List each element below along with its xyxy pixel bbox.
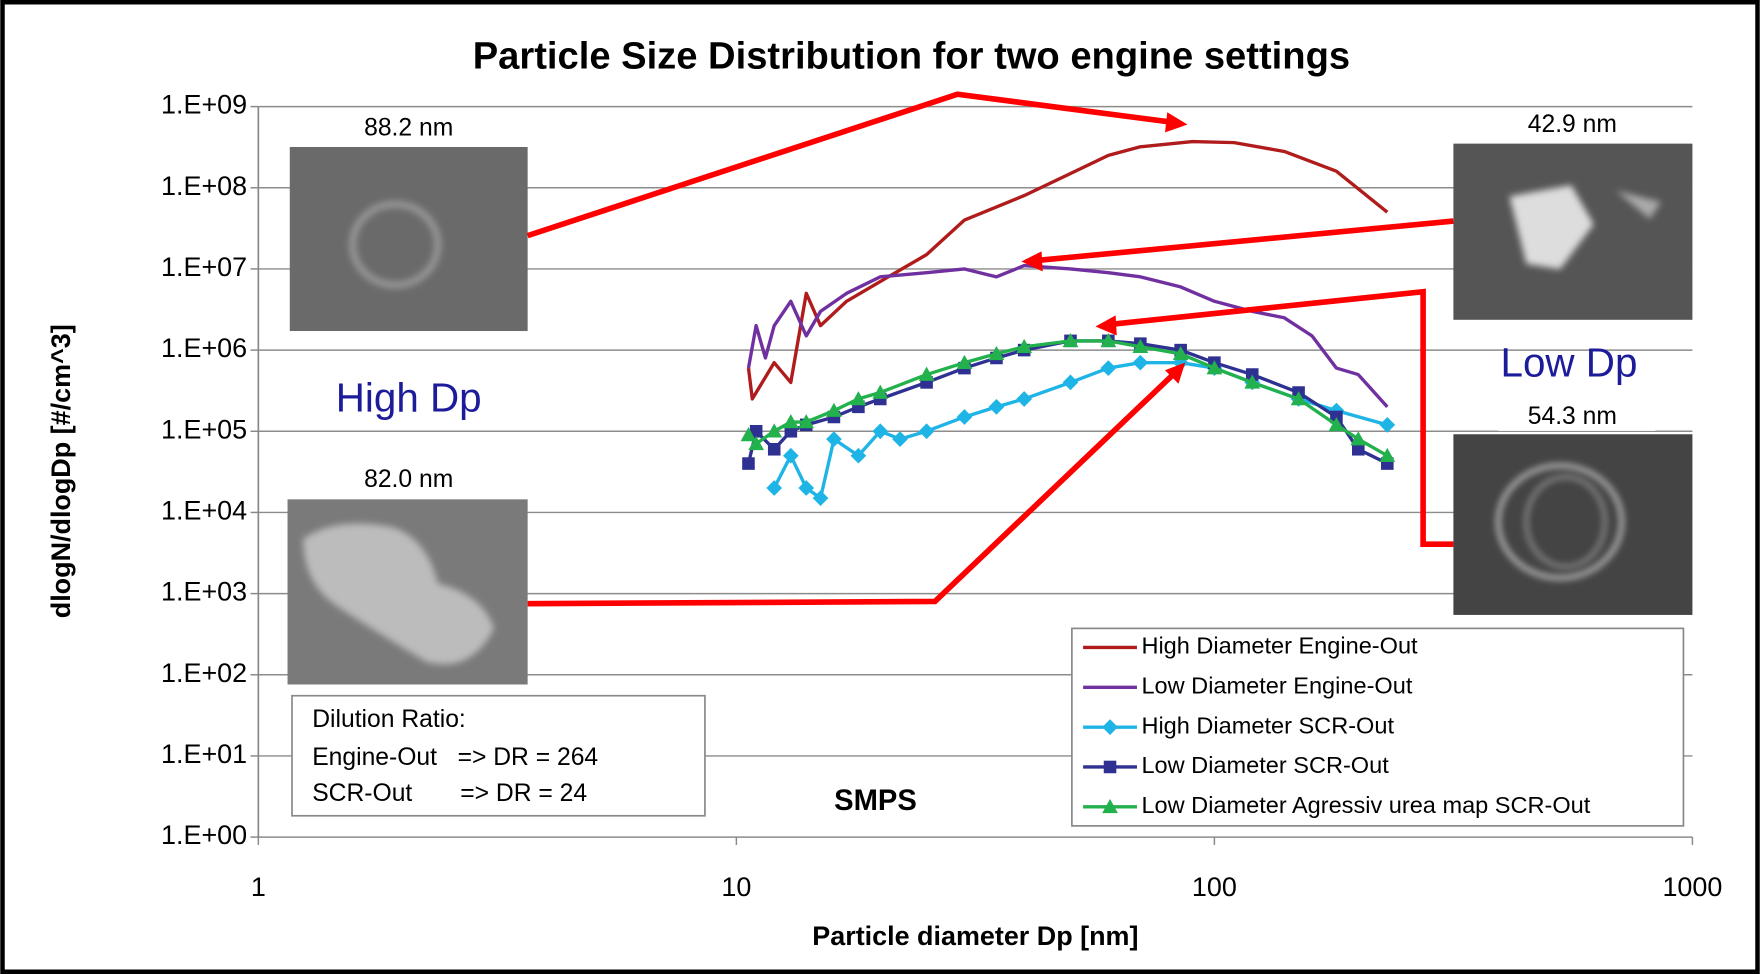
data-point — [988, 398, 1005, 415]
legend-marker — [1103, 760, 1117, 774]
series — [746, 139, 1389, 401]
x-tick-label: 10 — [721, 872, 751, 902]
legend-label: Low Diameter Agressiv urea map SCR-Out — [1141, 792, 1590, 818]
annotation: SCR-Out => DR = 24 — [312, 780, 587, 807]
x-tick-label: 100 — [1192, 872, 1237, 902]
annotation: Low Dp — [1501, 339, 1638, 385]
y-tick-label: 1.E+01 — [161, 739, 247, 769]
data-point — [826, 402, 842, 417]
data-point — [1352, 442, 1365, 456]
data-point — [956, 354, 973, 369]
data-point — [749, 424, 763, 438]
x-tick-label: 1000 — [1662, 872, 1722, 902]
y-tick-label: 1.E+04 — [161, 496, 247, 526]
legend-label: Low Diameter Engine-Out — [1141, 673, 1412, 699]
sem-image — [1453, 143, 1693, 320]
label-bg — [1498, 401, 1656, 431]
data-point — [1132, 354, 1149, 371]
data-point — [1328, 416, 1345, 432]
y-tick-label: 1.E+03 — [161, 577, 247, 607]
data-point — [748, 435, 765, 451]
y-axis-label: dlogN/dlogDp [#/cm^3] — [46, 324, 76, 618]
y-tick-label: 1.E+00 — [161, 820, 247, 850]
annotation: 88.2 nm — [364, 115, 453, 142]
annotation: SMPS — [834, 785, 917, 817]
series — [740, 332, 1396, 462]
series — [746, 263, 1389, 409]
data-point — [850, 447, 867, 464]
callout-arrows — [526, 91, 1454, 607]
arrowheads — [1021, 112, 1188, 384]
data-point — [1290, 391, 1307, 406]
annotation: Engine-Out => DR = 264 — [312, 744, 598, 771]
data-point — [1172, 345, 1189, 361]
data-point — [1350, 431, 1367, 446]
data-point — [742, 457, 755, 470]
data-point — [918, 423, 935, 440]
data-point — [1100, 360, 1117, 376]
annotation: High Dp — [336, 374, 482, 420]
data-point — [1016, 338, 1033, 354]
y-tick-label: 1.E+02 — [161, 658, 247, 688]
y-tick-label: 1.E+09 — [161, 90, 247, 120]
data-point — [740, 427, 757, 442]
chart-title: Particle Size Distribution for two engin… — [473, 34, 1350, 77]
data-point — [1062, 332, 1079, 348]
annotation: Dilution Ratio: — [312, 706, 466, 733]
series-line — [746, 139, 1389, 401]
data-point — [1100, 332, 1117, 348]
sem-image — [287, 499, 528, 685]
data-point — [826, 431, 842, 447]
data-point — [1016, 391, 1033, 407]
data-point — [798, 414, 815, 429]
series-line — [746, 263, 1389, 409]
y-tick-label: 1.E+05 — [161, 414, 247, 444]
data-point — [872, 423, 889, 440]
y-tick-label: 1.E+06 — [161, 333, 247, 363]
sem-image — [289, 146, 528, 332]
data-point — [782, 414, 799, 429]
legend-marker — [1102, 719, 1118, 735]
data-point — [782, 447, 799, 464]
legend-label: High Diameter Engine-Out — [1141, 633, 1418, 659]
data-point — [766, 423, 783, 438]
annotation: 82.0 nm — [364, 466, 453, 493]
data-point — [1330, 410, 1343, 424]
data-point — [766, 480, 783, 496]
data-point — [918, 366, 935, 381]
x-tick-label: 1 — [251, 872, 266, 902]
data-point — [956, 409, 973, 425]
data-point — [872, 384, 889, 399]
data-point — [1379, 447, 1396, 462]
annotation: 54.3 nm — [1528, 403, 1617, 430]
legend-marker — [1102, 798, 1118, 814]
sem-image — [1453, 434, 1693, 615]
data-point — [850, 391, 867, 406]
data-point — [1244, 374, 1261, 389]
annotation: 42.9 nm — [1528, 111, 1617, 138]
y-tick-label: 1.E+08 — [161, 171, 247, 201]
data-point — [1132, 338, 1149, 354]
data-point — [1245, 368, 1259, 381]
series-line — [747, 339, 1389, 458]
data-point — [767, 442, 781, 456]
y-tick-label: 1.E+07 — [161, 252, 247, 282]
x-axis-label: Particle diameter Dp [nm] — [812, 921, 1138, 951]
data-point — [1379, 416, 1396, 433]
legend: High Diameter Engine-Out Low Diameter Eng… — [1071, 627, 1685, 827]
legend-label: Low Diameter SCR-Out — [1141, 752, 1389, 778]
dilution-box: Dilution Ratio: Engine-Out => DR = 264 S… — [291, 694, 706, 817]
data-point — [812, 490, 829, 506]
data-point — [1206, 360, 1223, 375]
data-point — [892, 431, 908, 447]
data-point — [798, 480, 815, 496]
legend-label: High Diameter SCR-Out — [1141, 712, 1394, 738]
data-point — [988, 345, 1005, 361]
